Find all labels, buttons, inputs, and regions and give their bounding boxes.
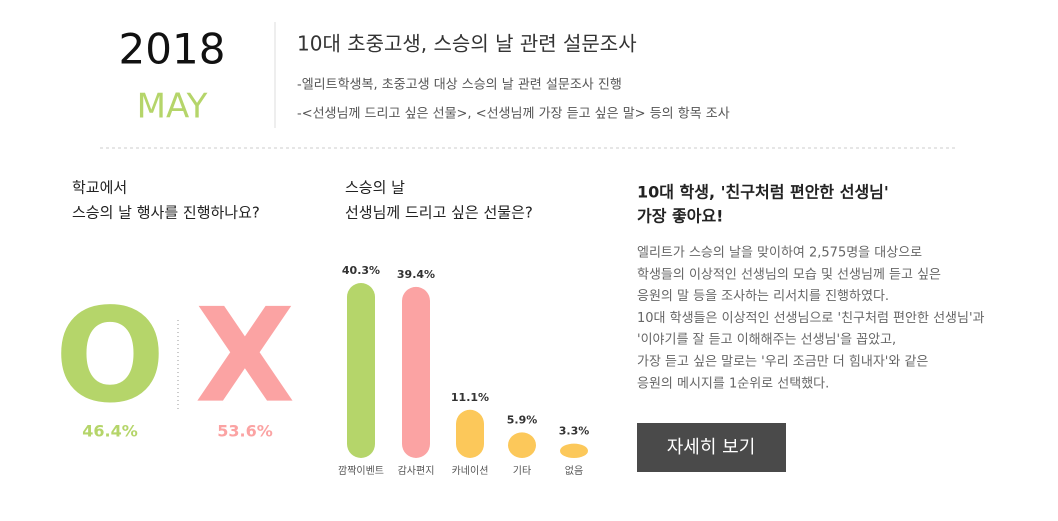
body-line: '이야기를 잘 듣고 이해해주는 선생님'을 꼽았고,: [637, 333, 896, 348]
value-label: 11.1%: [451, 391, 489, 404]
category-label: 기타: [513, 465, 531, 477]
pictogram-glyph: X: [195, 280, 295, 432]
year: 2018: [119, 25, 226, 74]
body-line: 응원의 말 등을 조사하는 리서치를 진행하였다.: [637, 288, 889, 304]
month: MAY: [137, 87, 208, 127]
article-title: 가장 좋아요!: [637, 207, 723, 226]
body-line: 학생들의 이상적인 선생님의 모습 및 선생님께 듣고 싶은: [637, 267, 941, 282]
chart-title: 선생님께 드리고 싶은 선물은?: [345, 204, 533, 222]
more-button[interactable]: 자세히 보기: [637, 423, 786, 472]
value-label: 53.6%: [217, 422, 273, 441]
body-line: 10대 학생들은 이상적인 선생님으로 '친구처럼 편안한 선생님'과: [637, 311, 985, 326]
value-label: 46.4%: [82, 422, 138, 441]
bar: [347, 283, 375, 458]
bar: [508, 432, 536, 458]
bar: [560, 443, 588, 458]
button-label[interactable]: 자세히 보기: [667, 437, 756, 458]
value-label: 5.9%: [507, 413, 538, 426]
article-title: 10대 학생, '친구처럼 편안한 선생님': [637, 183, 889, 202]
bar: [402, 286, 430, 458]
category-label: 감사편지: [398, 465, 435, 477]
bullet: -<선생님께 드리고 싶은 선물>, <선생님께 가장 듣고 싶은 말> 등의 …: [297, 107, 730, 122]
pictogram-glyph: O: [55, 280, 166, 432]
value-label: 39.4%: [397, 268, 435, 281]
chart-title: 스승의 날: [345, 179, 405, 197]
body-line: 가장 듣고 싶은 말로는 '우리 조금만 더 힘내자'와 같은: [637, 355, 928, 370]
bullet: -엘리트학생복, 초중고생 대상 스승의 날 관련 설문조사 진행: [297, 77, 622, 93]
header-title: 10대 초중고생, 스승의 날 관련 설문조사: [297, 32, 637, 56]
bar: [456, 409, 484, 458]
body-line: 엘리트가 스승의 날을 맞이하여 2,575명을 대상으로: [637, 246, 922, 261]
category-label: 없음: [565, 464, 583, 477]
category-label: 깜짝이벤트: [338, 465, 384, 477]
body-line: 응원의 메시지를 1순위로 선택했다.: [637, 375, 829, 391]
chart-title: 스승의 날 행사를 진행하나요?: [72, 204, 260, 222]
value-label: 3.3%: [559, 425, 590, 438]
button-bg[interactable]: [637, 423, 786, 472]
chart-title: 학교에서: [72, 179, 127, 197]
value-label: 40.3%: [342, 264, 380, 277]
category-label: 카네이션: [452, 465, 489, 477]
